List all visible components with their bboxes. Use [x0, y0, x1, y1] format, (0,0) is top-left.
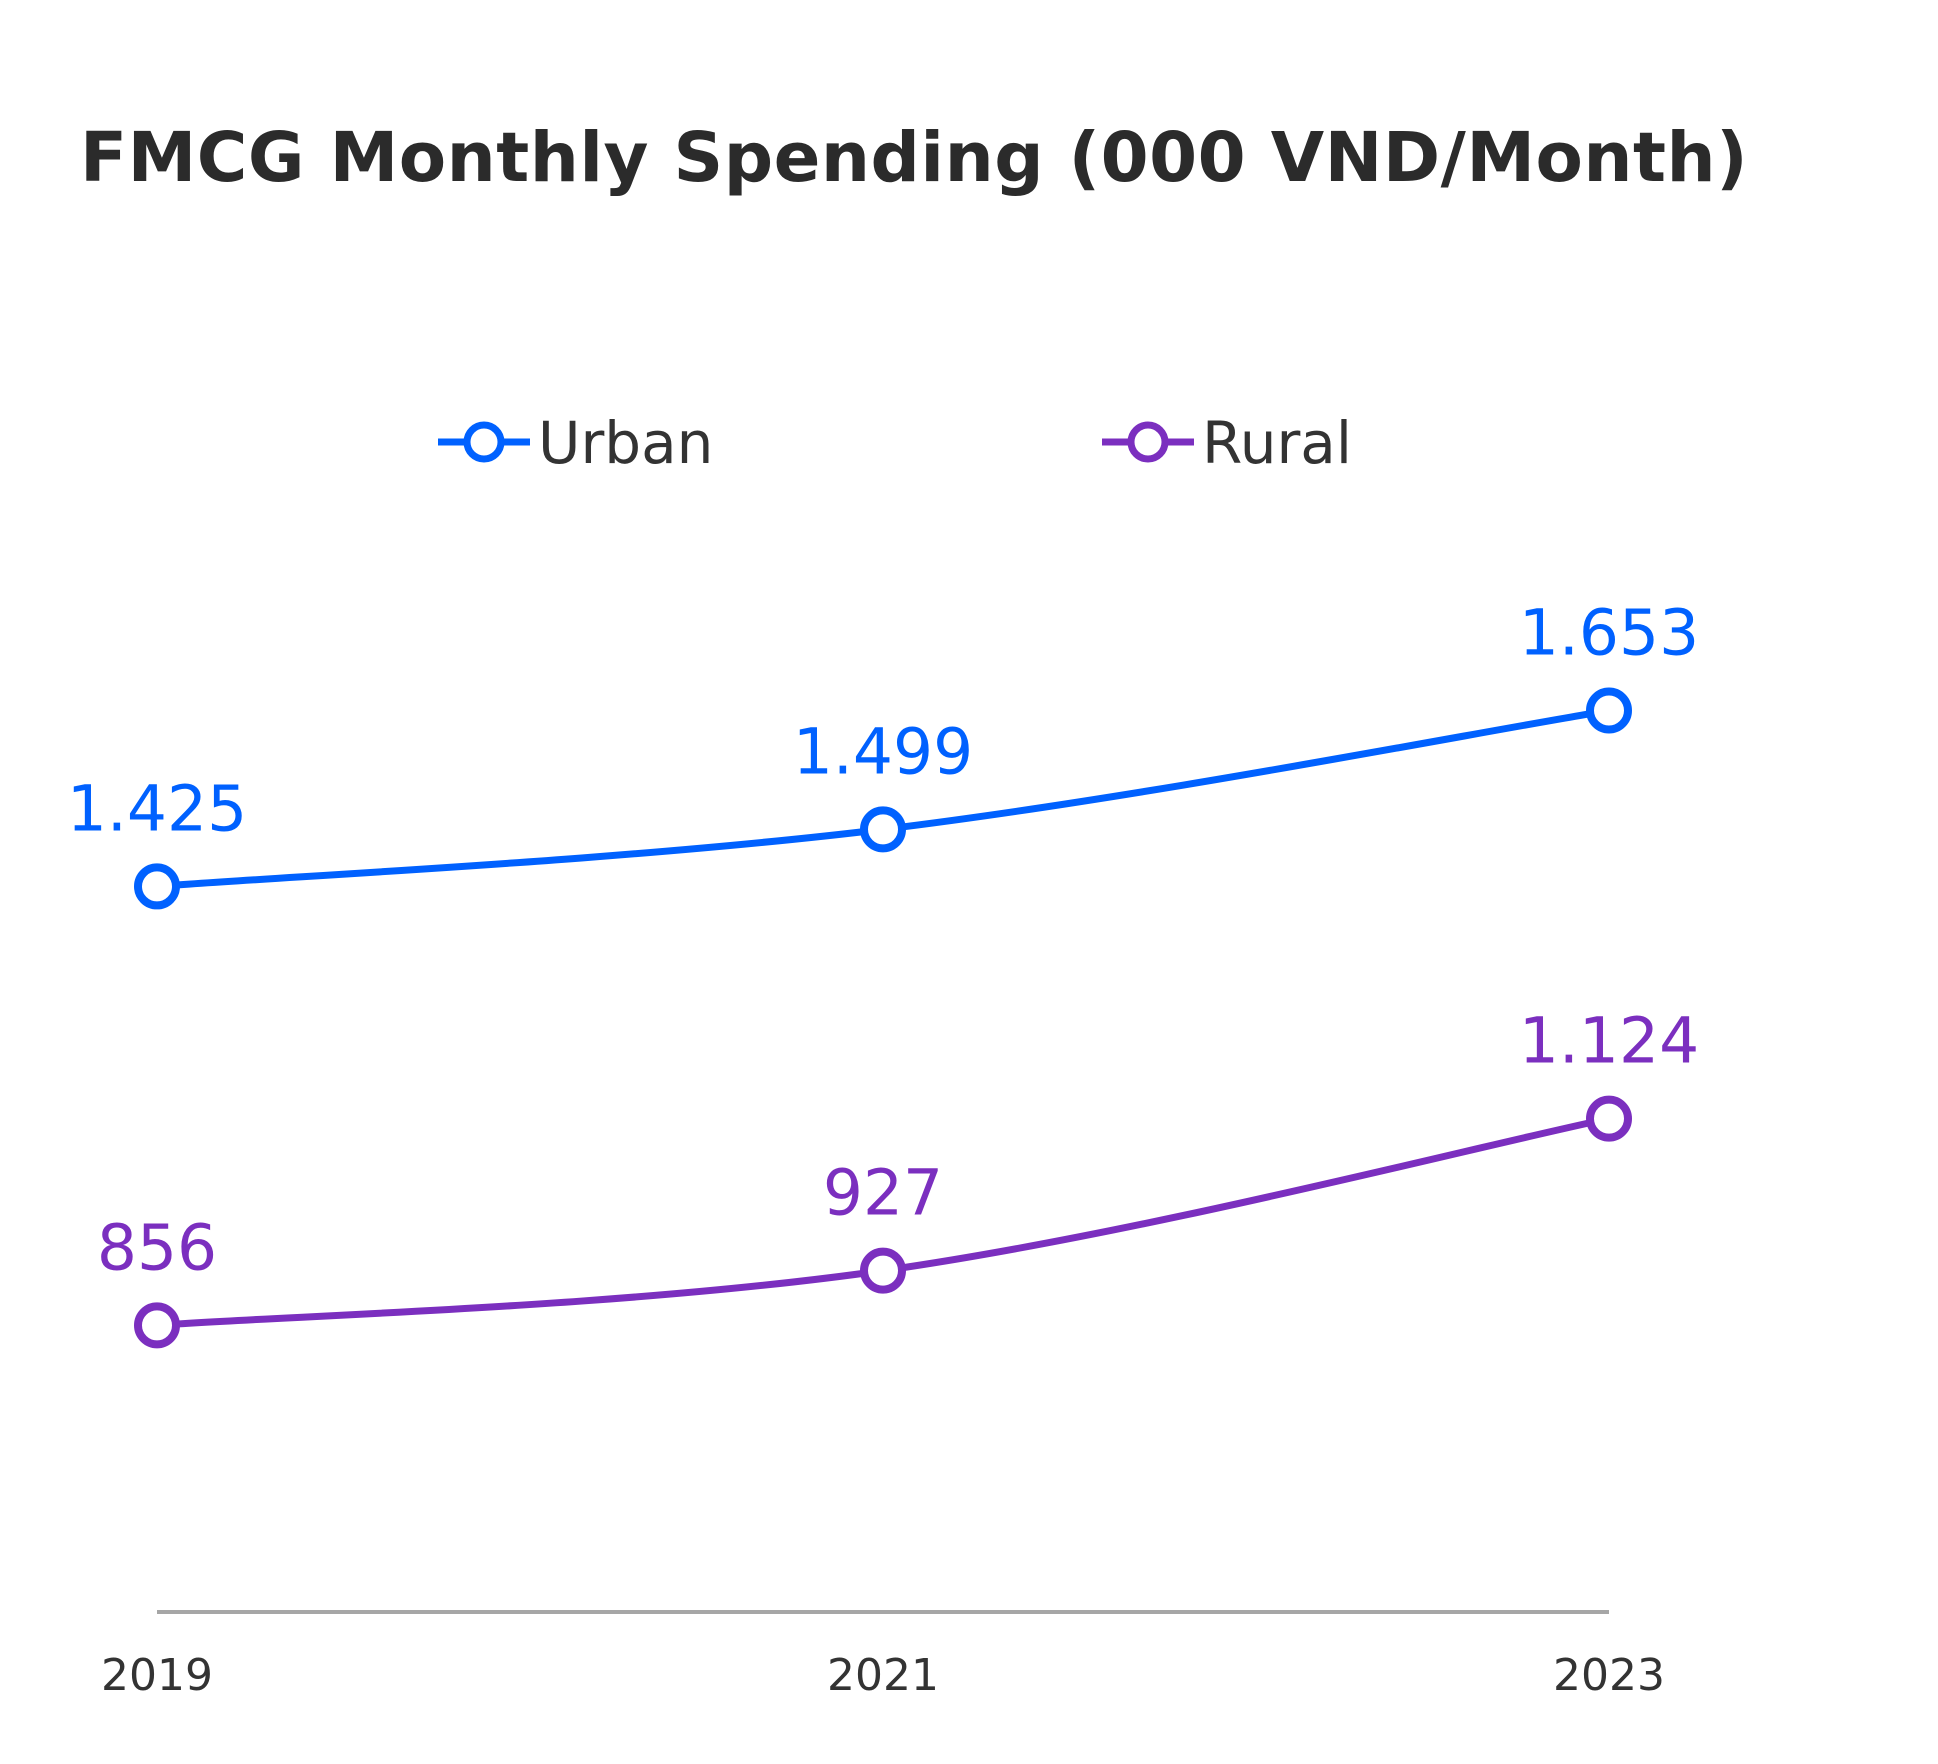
- x-tick-label: 2021: [827, 1650, 939, 1701]
- data-point-rural: [134, 1302, 180, 1349]
- data-label-rural: 856: [97, 1211, 217, 1284]
- legend-label-rural: Rural: [1202, 409, 1352, 477]
- series-urban: 1.425 1.499 1.653: [67, 597, 1699, 910]
- x-axis-ticks: 2019 2021 2023: [101, 1650, 1665, 1701]
- data-point-urban: [860, 806, 906, 853]
- data-label-urban: 1.653: [1519, 597, 1699, 670]
- legend-label-urban: Urban: [538, 409, 713, 477]
- data-label-rural: 927: [823, 1157, 943, 1230]
- series-layer: 1.425 1.499 1.653 856 927 1.124: [67, 597, 1699, 1349]
- legend-item-rural: Rural: [1102, 409, 1352, 477]
- legend-item-urban: Urban: [438, 409, 713, 477]
- legend-marker-urban: [463, 421, 505, 463]
- data-label-urban: 1.499: [793, 715, 973, 788]
- data-point-urban: [1586, 687, 1632, 734]
- data-point-rural: [1586, 1095, 1632, 1142]
- data-label-rural: 1.124: [1519, 1005, 1699, 1078]
- legend: Urban Rural: [438, 409, 1352, 477]
- data-label-urban: 1.425: [67, 772, 247, 845]
- x-tick-label: 2019: [101, 1650, 213, 1701]
- series-rural: 856 927 1.124: [97, 1005, 1699, 1349]
- x-tick-label: 2023: [1553, 1650, 1665, 1701]
- data-point-urban: [134, 863, 180, 910]
- chart-title: FMCG Monthly Spending (000 VND/Month): [80, 118, 1749, 198]
- legend-marker-rural: [1127, 421, 1169, 463]
- data-point-rural: [860, 1247, 906, 1294]
